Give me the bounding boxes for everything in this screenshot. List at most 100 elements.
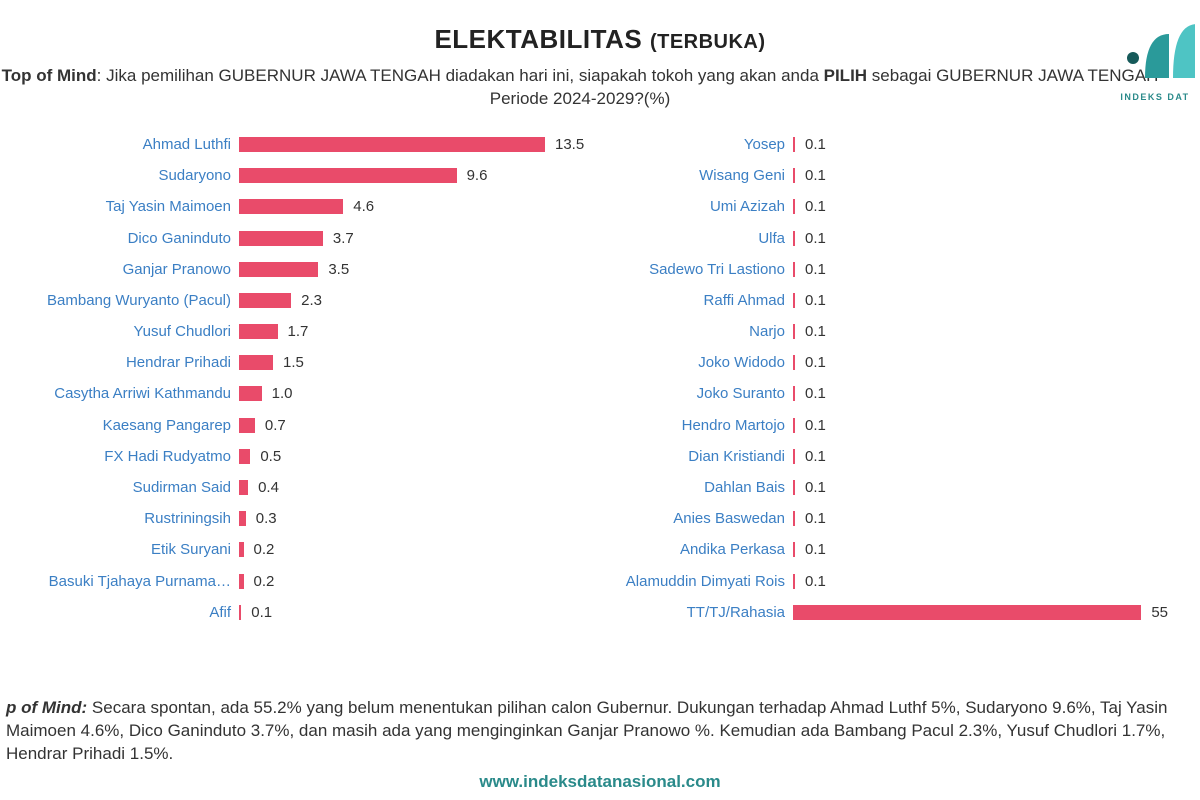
bar-wrap: 0.1 (239, 597, 590, 628)
bar-value: 0.1 (795, 198, 826, 215)
bar-row: Andika Perkasa0.1 (598, 534, 1184, 565)
question-bold: PILIH (824, 66, 867, 85)
candidate-name: Dahlan Bais (598, 479, 793, 496)
bar-wrap: 55 (793, 597, 1184, 628)
bar-row: Joko Suranto0.1 (598, 378, 1184, 409)
candidate-name: Alamuddin Dimyati Rois (598, 573, 793, 590)
title-block: ELEKTABILITAS (TERBUKA) Top of Mind: Jik… (0, 0, 1200, 111)
bar-wrap: 2.3 (239, 285, 590, 316)
candidate-name: Wisang Geni (598, 167, 793, 184)
bar-wrap: 0.4 (239, 472, 590, 503)
bar-wrap: 0.1 (793, 410, 1184, 441)
bar-wrap: 3.5 (239, 254, 590, 285)
bar-value: 9.6 (457, 167, 488, 184)
bar-row: Rustriningsih0.3 (4, 503, 590, 534)
candidate-name: Yosep (598, 136, 793, 153)
candidate-name: Basuki Tjahaya Purnama… (4, 573, 239, 590)
bar-row: Ahmad Luthfi13.5 (4, 129, 590, 160)
bar-wrap: 13.5 (239, 129, 590, 160)
logo-icon (1115, 20, 1195, 90)
bar-value: 2.3 (291, 292, 322, 309)
bar-row: Yusuf Chudlori 1.7 (4, 316, 590, 347)
candidate-name: Hendrar Prihadi (4, 354, 239, 371)
brand-logo: INDEKS DAT (1110, 20, 1200, 130)
footer-note: p of Mind: Secara spontan, ada 55.2% yan… (0, 697, 1200, 766)
bar-row: Taj Yasin Maimoen4.6 (4, 191, 590, 222)
bar-value: 1.7 (278, 323, 309, 340)
bar-wrap: 0.1 (793, 129, 1184, 160)
bar-value: 0.5 (250, 448, 281, 465)
bar-row: Joko Widodo0.1 (598, 347, 1184, 378)
candidate-name: Dian Kristiandi (598, 448, 793, 465)
bar (239, 355, 273, 370)
question-before: : Jika pemilihan GUBERNUR JAWA TENGAH di… (97, 66, 824, 85)
bar-wrap: 3.7 (239, 222, 590, 253)
bar-wrap: 0.1 (793, 285, 1184, 316)
candidate-name: Anies Baswedan (598, 510, 793, 527)
bar-wrap: 0.3 (239, 503, 590, 534)
bar-wrap: 0.1 (793, 160, 1184, 191)
candidate-name: TT/TJ/Rahasia (598, 604, 793, 621)
chart-left-column: Ahmad Luthfi13.5 Sudaryono 9.6 Taj Yasin Ma… (0, 129, 594, 628)
bar-wrap: 0.1 (793, 222, 1184, 253)
bar-value: 4.6 (343, 198, 374, 215)
bar-row: TT/TJ/Rahasia55 (598, 597, 1184, 628)
candidate-name: Sadewo Tri Lastiono (598, 261, 793, 278)
candidate-name: Yusuf Chudlori (4, 323, 239, 340)
bar-value: 0.1 (795, 167, 826, 184)
candidate-name: Sudaryono (4, 167, 239, 184)
candidate-name: Joko Widodo (598, 354, 793, 371)
footer-text: Secara spontan, ada 55.2% yang belum men… (6, 698, 1167, 763)
bar-wrap: 0.1 (793, 566, 1184, 597)
bar-wrap: 1.0 (239, 378, 590, 409)
bar-value: 1.0 (262, 385, 293, 402)
chart-right-column: Yosep0.1Wisang Geni0.1Umi Azizah0.1Ulfa0… (594, 129, 1188, 628)
bar-value: 0.1 (795, 510, 826, 527)
bar (239, 324, 278, 339)
bar-value: 0.1 (795, 448, 826, 465)
bar-row: Yosep0.1 (598, 129, 1184, 160)
page-title: ELEKTABILITAS (TERBUKA) (0, 24, 1200, 55)
candidate-name: Ganjar Pranowo (4, 261, 239, 278)
bar-row: Hendrar Prihadi 1.5 (4, 347, 590, 378)
bar-wrap: 0.2 (239, 566, 590, 597)
bar-wrap: 0.1 (793, 254, 1184, 285)
bar-wrap: 1.5 (239, 347, 590, 378)
bar-row: Narjo0.1 (598, 316, 1184, 347)
bar-row: Basuki Tjahaya Purnama…0.2 (4, 566, 590, 597)
bar-value: 0.1 (241, 604, 272, 621)
bar-value: 0.4 (248, 479, 279, 496)
bar-value: 1.5 (273, 354, 304, 371)
bar-row: Bambang Wuryanto (Pacul) 2.3 (4, 285, 590, 316)
candidate-name: Bambang Wuryanto (Pacul) (4, 292, 239, 309)
candidate-name: Ulfa (598, 230, 793, 247)
bar-row: Casytha Arriwi Kathmandu 1.0 (4, 378, 590, 409)
bar-wrap: 4.6 (239, 191, 590, 222)
bar (239, 386, 262, 401)
title-sub: (TERBUKA) (650, 31, 766, 53)
website-url: www.indeksdatanasional.com (0, 772, 1200, 792)
candidate-name: Andika Perkasa (598, 541, 793, 558)
bar-value: 0.1 (795, 136, 826, 153)
survey-question: Top of Mind: Jika pemilihan GUBERNUR JAW… (0, 65, 1160, 111)
bar-wrap: 0.7 (239, 410, 590, 441)
candidate-name: Raffi Ahmad (598, 292, 793, 309)
candidate-name: FX Hadi Rudyatmo (4, 448, 239, 465)
bar-value: 0.1 (795, 230, 826, 247)
bar-wrap: 0.2 (239, 534, 590, 565)
candidate-name: Hendro Martojo (598, 417, 793, 434)
footer-lead: p of Mind: (6, 698, 87, 717)
title-main: ELEKTABILITAS (434, 24, 642, 54)
bar-value: 0.1 (795, 417, 826, 434)
bar-row: Hendro Martojo0.1 (598, 410, 1184, 441)
bar-value: 13.5 (545, 136, 584, 153)
bar (239, 449, 250, 464)
bar-row: Afif0.1 (4, 597, 590, 628)
bar-wrap: 0.1 (793, 347, 1184, 378)
bar-value: 0.1 (795, 323, 826, 340)
bar-row: Kaesang Pangarep0.7 (4, 410, 590, 441)
candidate-name: Rustriningsih (4, 510, 239, 527)
bar (239, 418, 255, 433)
bar-row: FX Hadi Rudyatmo 0.5 (4, 441, 590, 472)
candidate-name: Casytha Arriwi Kathmandu (4, 385, 239, 402)
